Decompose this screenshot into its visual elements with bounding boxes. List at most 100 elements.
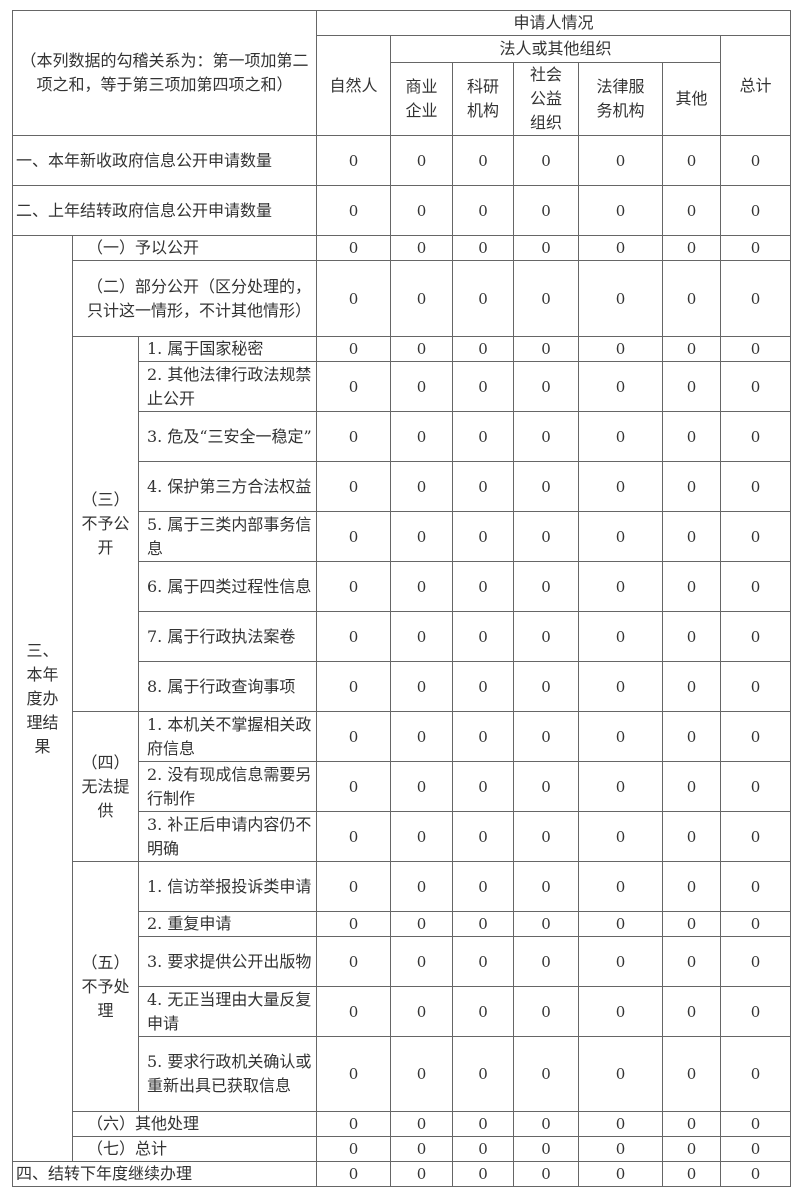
value-cell: 0 <box>578 661 663 712</box>
value-cell: 0 <box>578 936 663 987</box>
value-cell: 0 <box>662 661 721 712</box>
value-cell: 0 <box>720 861 791 912</box>
value-cell: 0 <box>452 561 514 612</box>
value-cell: 0 <box>390 911 453 937</box>
value-cell: 0 <box>452 461 514 512</box>
header-col-legal-service: 法律服务机构 <box>578 62 663 136</box>
value-cell: 0 <box>578 336 663 362</box>
value-cell: 0 <box>720 911 791 937</box>
header-natural-person: 自然人 <box>316 35 391 136</box>
group-label: （四）无法提供 <box>72 711 139 862</box>
value-cell: 0 <box>578 135 663 186</box>
value-cell: 0 <box>390 185 453 236</box>
value-cell: 0 <box>662 1161 721 1187</box>
value-cell: 0 <box>513 411 579 462</box>
value-cell: 0 <box>390 1161 453 1187</box>
value-cell: 0 <box>452 1161 514 1187</box>
table-row: 5. 要求行政机关确认或重新出具已获取信息 0 0 0 0 0 0 0 <box>13 1036 791 1112</box>
row-label: 7. 属于行政执法案卷 <box>138 611 317 662</box>
value-cell: 0 <box>720 811 791 862</box>
value-cell: 0 <box>452 235 514 261</box>
value-cell: 0 <box>578 811 663 862</box>
value-cell: 0 <box>662 361 721 412</box>
value-cell: 0 <box>720 260 791 337</box>
table-row: 3. 补正后申请内容仍不明确 0 0 0 0 0 0 0 <box>13 811 791 862</box>
value-cell: 0 <box>390 761 453 812</box>
value-cell: 0 <box>513 461 579 512</box>
value-cell: 0 <box>513 661 579 712</box>
value-cell: 0 <box>390 511 453 562</box>
value-cell: 0 <box>720 936 791 987</box>
value-cell: 0 <box>662 711 721 762</box>
row-label: （一）予以公开 <box>72 235 317 261</box>
value-cell: 0 <box>720 561 791 612</box>
value-cell: 0 <box>720 1161 791 1187</box>
value-cell: 0 <box>390 1136 453 1162</box>
value-cell: 0 <box>316 235 391 261</box>
value-cell: 0 <box>390 986 453 1037</box>
value-cell: 0 <box>662 761 721 812</box>
table-row: 二、上年结转政府信息公开申请数量 0 0 0 0 0 0 0 <box>12 185 791 236</box>
value-cell: 0 <box>452 411 514 462</box>
table-row: 4. 无正当理由大量反复申请 0 0 0 0 0 0 0 <box>13 986 791 1037</box>
value-cell: 0 <box>390 711 453 762</box>
value-cell: 0 <box>720 1111 791 1137</box>
value-cell: 0 <box>390 861 453 912</box>
value-cell: 0 <box>662 561 721 612</box>
value-cell: 0 <box>513 1161 579 1187</box>
row-label: 二、上年结转政府信息公开申请数量 <box>12 185 317 236</box>
row-label: 3. 补正后申请内容仍不明确 <box>138 811 317 862</box>
value-cell: 0 <box>720 235 791 261</box>
value-cell: 0 <box>513 336 579 362</box>
row-label: 5. 要求行政机关确认或重新出具已获取信息 <box>138 1036 317 1112</box>
value-cell: 0 <box>513 611 579 662</box>
row-label: 5. 属于三类内部事务信息 <box>138 511 317 562</box>
table-row: 3. 要求提供公开出版物 0 0 0 0 0 0 0 <box>13 936 791 987</box>
value-cell: 0 <box>316 1136 391 1162</box>
value-cell: 0 <box>513 986 579 1037</box>
value-cell: 0 <box>316 711 391 762</box>
table-row: 5. 属于三类内部事务信息 0 0 0 0 0 0 0 <box>13 511 791 562</box>
table-row: （三）不予公开 1. 属于国家秘密 0 0 0 0 0 0 0 <box>13 336 791 712</box>
value-cell: 0 <box>513 761 579 812</box>
header-legal-group: 法人或其他组织 <box>390 35 721 63</box>
value-cell: 0 <box>316 1036 391 1112</box>
row-label: 8. 属于行政查询事项 <box>138 661 317 712</box>
row-label: 一、本年新收政府信息公开申请数量 <box>12 135 317 186</box>
value-cell: 0 <box>662 611 721 662</box>
value-cell: 0 <box>662 511 721 562</box>
row-label: 3. 要求提供公开出版物 <box>138 936 317 987</box>
row-label: 4. 保护第三方合法权益 <box>138 461 317 512</box>
table-row: 2. 其他法律行政法规禁止公开 0 0 0 0 0 0 0 <box>13 361 791 412</box>
header-applicant: 申请人情况 <box>316 10 791 36</box>
value-cell: 0 <box>578 461 663 512</box>
value-cell: 0 <box>452 936 514 987</box>
value-cell: 0 <box>720 361 791 412</box>
table-row: （六）其他处理 0 0 0 0 0 0 0 <box>13 1111 791 1137</box>
value-cell: 0 <box>390 936 453 987</box>
value-cell: 0 <box>513 135 579 186</box>
value-cell: 0 <box>452 711 514 762</box>
value-cell: 0 <box>452 911 514 937</box>
value-cell: 0 <box>662 411 721 462</box>
value-cell: 0 <box>452 661 514 712</box>
table-row: 一、本年新收政府信息公开申请数量 0 0 0 0 0 0 0 <box>12 135 791 186</box>
header-col-other: 其他 <box>662 62 721 136</box>
value-cell: 0 <box>452 986 514 1037</box>
value-cell: 0 <box>513 1111 579 1137</box>
value-cell: 0 <box>513 185 579 236</box>
value-cell: 0 <box>662 260 721 337</box>
value-cell: 0 <box>316 411 391 462</box>
value-cell: 0 <box>720 511 791 562</box>
value-cell: 0 <box>578 986 663 1037</box>
table-row: （五）不予处理 1. 信访举报投诉类申请 0 0 0 0 0 0 0 <box>13 861 791 1112</box>
value-cell: 0 <box>316 1111 391 1137</box>
table-row: （四）无法提供 1. 本机关不掌握相关政府信息 0 0 0 0 0 0 0 <box>13 711 791 862</box>
value-cell: 0 <box>662 235 721 261</box>
value-cell: 0 <box>390 1036 453 1112</box>
value-cell: 0 <box>513 561 579 612</box>
section-label: 三、本年度办理结果 <box>12 235 73 1162</box>
value-cell: 0 <box>720 135 791 186</box>
row-label: （二）部分公开（区分处理的，只计这一情形，不计其他情形） <box>72 260 317 337</box>
header-total: 总计 <box>720 35 791 136</box>
